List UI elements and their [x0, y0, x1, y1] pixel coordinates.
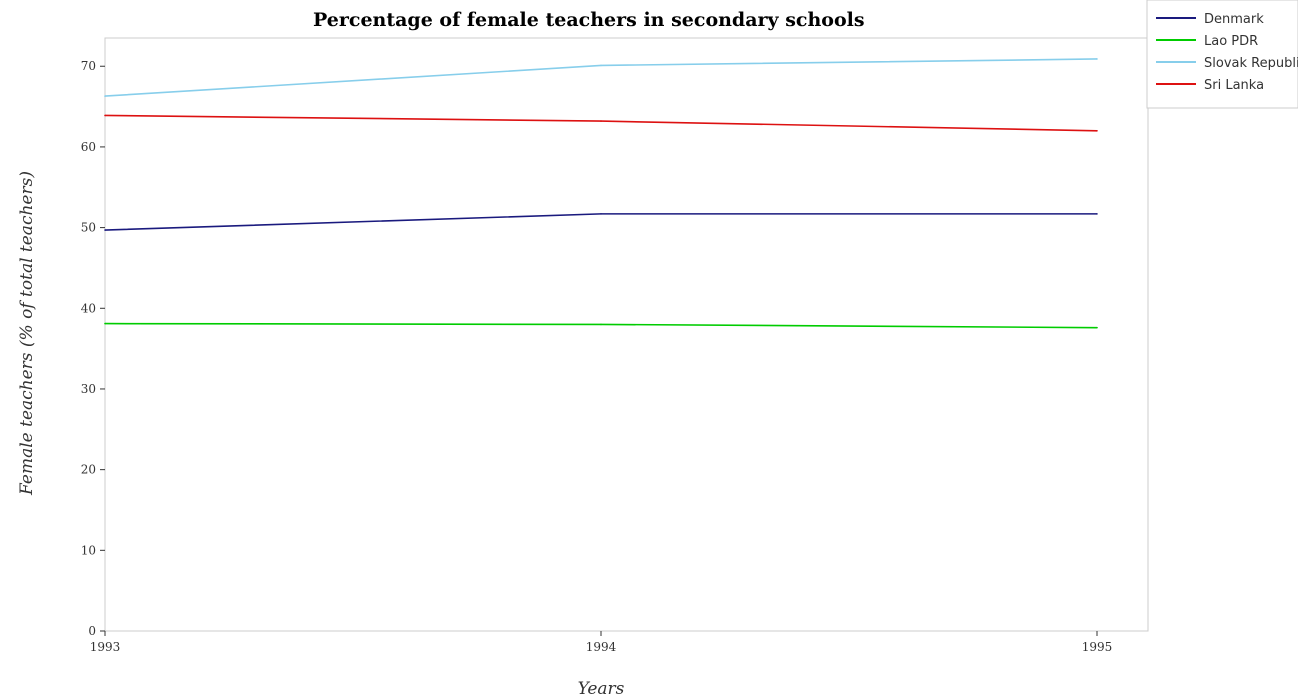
data-point	[600, 213, 602, 215]
data-point	[600, 120, 602, 122]
data-point	[104, 95, 106, 97]
y-tick-label: 60	[81, 140, 96, 154]
series-lines	[104, 58, 1098, 329]
y-tick-label: 0	[88, 624, 96, 638]
x-tick-label: 1993	[90, 640, 121, 654]
legend-entry: Sri Lanka	[1204, 78, 1264, 93]
data-point	[104, 114, 106, 117]
chart-title: Percentage of female teachers in seconda…	[313, 9, 865, 31]
x-axis: 1993 1994 1995	[90, 631, 1113, 654]
legend: Denmark Lao PDR Slovak Republic Sri Lanka	[1146, 0, 1298, 109]
data-point	[1096, 129, 1098, 132]
x-axis-label: Years	[578, 679, 625, 699]
data-point	[1096, 326, 1098, 329]
data-point	[600, 64, 602, 67]
series-line-slovak-republic	[104, 58, 1098, 97]
y-tick-label: 40	[81, 301, 96, 315]
legend-entry: Slovak Republic	[1204, 56, 1298, 71]
legend-entry: Denmark	[1204, 12, 1264, 27]
y-tick-label: 50	[81, 221, 96, 235]
y-axis-label: Female teachers (% of total teachers)	[17, 171, 37, 496]
x-tick-label: 1995	[1082, 640, 1113, 654]
plot-area	[104, 37, 1149, 632]
data-point	[104, 229, 106, 231]
data-point	[1096, 58, 1098, 60]
y-tick-label: 20	[81, 463, 96, 477]
y-axis: 0 10 20 30 40 50 60 70	[81, 59, 105, 638]
series-line-denmark	[104, 213, 1097, 231]
y-tick-label: 70	[81, 59, 96, 73]
data-point	[104, 322, 106, 325]
y-tick-label: 10	[81, 543, 96, 557]
data-point	[600, 323, 602, 326]
x-tick-label: 1994	[586, 640, 617, 654]
y-tick-label: 30	[81, 382, 96, 396]
data-point	[1096, 213, 1098, 215]
series-line-sri-lanka	[104, 114, 1098, 132]
legend-entry: Lao PDR	[1204, 34, 1258, 49]
